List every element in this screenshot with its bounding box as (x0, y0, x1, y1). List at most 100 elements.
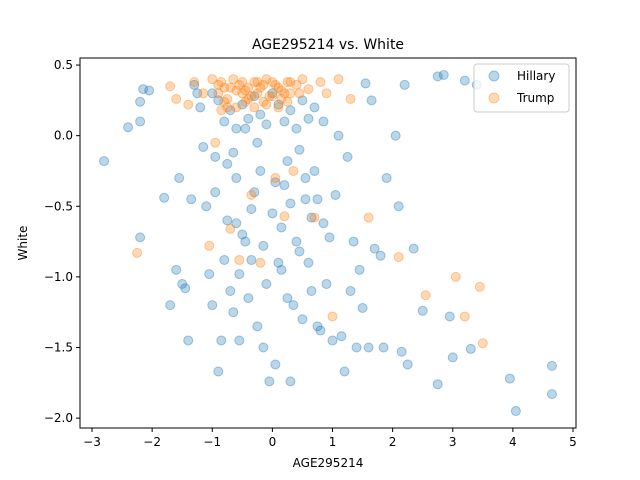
data-point-hillary (192, 88, 203, 99)
data-point-hillary (339, 366, 350, 377)
data-point-hillary (297, 314, 308, 325)
data-point-hillary (276, 264, 287, 275)
data-point-trump (288, 165, 299, 176)
x-axis-ticks: −3 −2 −1 0 1 2 3 4 5 (83, 428, 577, 449)
data-point-hillary (255, 165, 266, 176)
x-tick-label: 4 (509, 435, 517, 449)
data-point-hillary (219, 116, 230, 127)
data-point-hillary (390, 130, 401, 141)
data-point-hillary (363, 342, 374, 353)
data-point-hillary (291, 236, 302, 247)
data-point-hillary (213, 95, 224, 106)
data-point-trump (216, 105, 227, 116)
data-point-hillary (273, 99, 284, 110)
data-point-hillary (315, 325, 326, 336)
data-point-trump (294, 88, 305, 99)
data-point-hillary (255, 109, 266, 120)
data-point-hillary (279, 116, 290, 127)
data-point-trump (285, 88, 296, 99)
data-point-hillary (354, 264, 365, 275)
data-point-hillary (249, 91, 260, 102)
data-point-trump (333, 74, 344, 85)
data-point-trump (273, 102, 284, 113)
x-tick-label: 5 (569, 435, 577, 449)
x-tick-label: 3 (449, 435, 457, 449)
data-point-hillary (243, 113, 254, 124)
legend-marker-trump (488, 92, 500, 104)
x-tick-label: −2 (143, 435, 161, 449)
data-point-trump (273, 82, 284, 93)
data-point-hillary (294, 144, 305, 155)
data-point-hillary (207, 88, 218, 99)
x-tick-label: −3 (83, 435, 101, 449)
data-point-trump (303, 84, 314, 95)
data-point-hillary (198, 141, 209, 152)
data-point-hillary (291, 123, 302, 134)
data-point-hillary (306, 286, 317, 297)
data-point-hillary (432, 379, 443, 390)
data-point-trump (222, 93, 233, 104)
data-point-hillary (243, 293, 254, 304)
data-point-hillary (324, 232, 335, 243)
data-point-hillary (279, 180, 290, 191)
data-point-trump (243, 82, 254, 93)
x-axis-title: AGE295214 (293, 456, 364, 470)
data-point-hillary (225, 286, 236, 297)
data-point-hillary (276, 222, 287, 233)
data-point-trump (171, 93, 182, 104)
data-point-trump (327, 311, 338, 322)
data-point-hillary (225, 105, 236, 116)
data-point-hillary (447, 352, 458, 363)
data-point-trump (282, 77, 293, 88)
legend: Hillary Trump (473, 63, 570, 113)
data-point-hillary (309, 165, 320, 176)
data-point-trump (189, 77, 200, 88)
data-point-hillary (180, 283, 191, 294)
data-point-hillary (333, 130, 344, 141)
data-point-hillary (258, 342, 269, 353)
data-point-trump (264, 91, 275, 102)
data-point-trump (255, 82, 266, 93)
data-point-hillary (312, 194, 323, 205)
data-point-trump (165, 81, 176, 92)
data-point-hillary (246, 254, 257, 265)
y-tick-label: −0.5 (44, 199, 73, 213)
data-point-hillary (504, 373, 515, 384)
data-point-hillary (321, 278, 332, 289)
data-point-hillary (210, 187, 221, 198)
data-point-trump (315, 77, 326, 88)
data-point-hillary (510, 406, 521, 417)
data-point-hillary (228, 147, 239, 158)
data-point-hillary (399, 79, 410, 90)
data-point-trump (132, 247, 143, 258)
data-point-hillary (219, 254, 230, 265)
data-point-trump (450, 271, 461, 282)
data-point-trump (267, 91, 278, 102)
series-hillary (99, 69, 557, 417)
data-point-hillary (273, 257, 284, 268)
data-point-hillary (306, 212, 317, 223)
data-point-trump (246, 91, 257, 102)
data-point-hillary (438, 69, 449, 80)
data-point-hillary (216, 335, 227, 346)
data-point-hillary (144, 85, 155, 96)
data-point-trump (474, 281, 485, 292)
data-point-hillary (393, 201, 404, 212)
points-layer (99, 69, 557, 417)
data-point-trump (231, 85, 242, 96)
data-point-hillary (381, 173, 392, 184)
data-point-hillary (366, 95, 377, 106)
data-point-hillary (318, 116, 329, 127)
data-point-trump (213, 88, 224, 99)
data-point-trump (291, 79, 302, 90)
data-point-hillary (195, 102, 206, 113)
data-point-trump (420, 290, 431, 301)
data-point-hillary (246, 204, 257, 215)
data-point-hillary (270, 177, 281, 188)
data-point-trump (363, 212, 374, 223)
data-point-trump (237, 77, 248, 88)
data-point-hillary (294, 246, 305, 257)
data-point-trump (207, 74, 218, 85)
data-point-hillary (327, 335, 338, 346)
